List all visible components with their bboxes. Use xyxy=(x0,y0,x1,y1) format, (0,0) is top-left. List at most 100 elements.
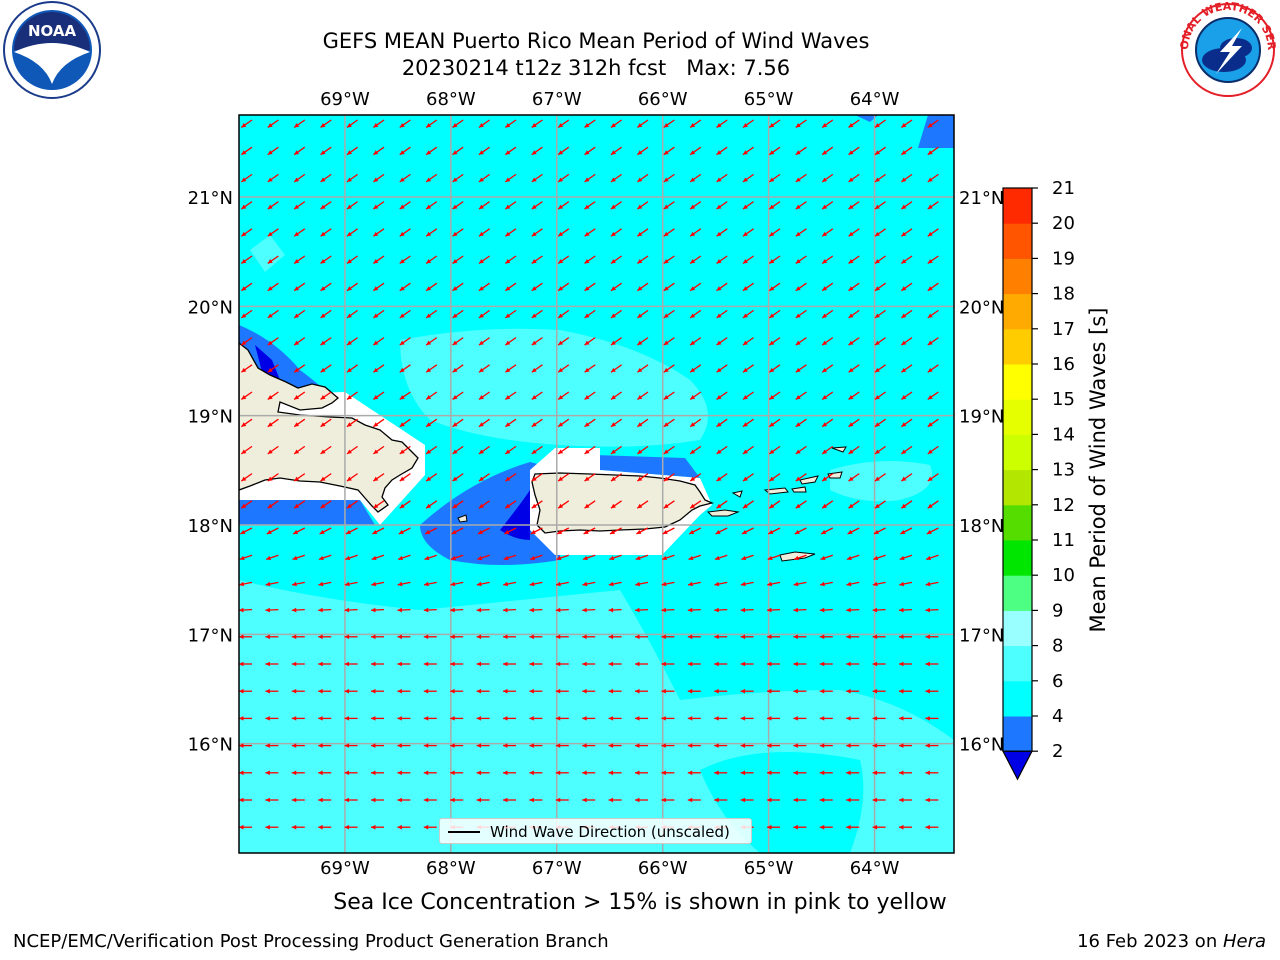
colorbar-tick-label: 20 xyxy=(1052,213,1075,234)
wind-arrow xyxy=(663,119,675,128)
wind-arrow xyxy=(452,500,464,509)
lat-label-right: 17°N xyxy=(959,625,1004,646)
wind-arrow xyxy=(557,500,570,509)
wind-arrow xyxy=(793,716,807,721)
contour-6-8-east xyxy=(830,461,932,502)
wind-arrow xyxy=(768,309,781,319)
wind-arrow xyxy=(898,607,913,613)
wind-arrow xyxy=(925,581,939,587)
wind-arrow xyxy=(452,146,464,156)
wind-arrow xyxy=(452,173,464,183)
wind-arrow xyxy=(636,119,649,128)
wind-arrow xyxy=(556,554,570,561)
wind-arrow xyxy=(900,418,913,428)
wind-arrow xyxy=(872,797,886,803)
wind-arrow xyxy=(874,282,886,292)
wind-arrow xyxy=(687,634,701,640)
wind-arrow xyxy=(634,607,649,613)
wind-arrow xyxy=(320,119,332,128)
wind-arrow xyxy=(450,770,464,776)
colorbar-tick-label: 8 xyxy=(1052,636,1063,657)
wind-arrow xyxy=(399,255,411,264)
wind-arrow xyxy=(610,445,622,455)
wind-arrow xyxy=(900,364,913,373)
wind-arrow xyxy=(795,500,807,509)
wind-arrow xyxy=(872,770,886,776)
wind-arrow xyxy=(267,255,279,264)
wind-arrow xyxy=(821,201,834,210)
wind-arrow xyxy=(452,364,464,373)
wind-arrow xyxy=(689,228,702,237)
wind-arrow xyxy=(582,554,596,561)
wind-arrow xyxy=(795,337,807,346)
wind-arrow xyxy=(661,716,675,721)
wind-arrow xyxy=(794,527,807,535)
wind-arrow xyxy=(320,445,332,455)
lat-label-right: 18°N xyxy=(959,516,1004,537)
wind-arrow xyxy=(320,228,332,237)
wind-arrow xyxy=(927,445,939,455)
wind-arrow xyxy=(478,445,490,455)
wind-arrow xyxy=(635,716,648,721)
wind-arrow xyxy=(267,309,279,319)
wind-arrow xyxy=(557,391,570,400)
wind-arrow xyxy=(503,797,516,803)
wind-arrow xyxy=(610,309,622,319)
wind-arrow xyxy=(320,309,332,319)
wind-arrow xyxy=(820,554,834,561)
lon-label-top: 69°W xyxy=(320,89,370,110)
wind-arrow xyxy=(874,201,886,210)
wind-arrow xyxy=(556,527,570,535)
wind-arrow xyxy=(927,255,939,264)
wind-arrow xyxy=(874,473,886,482)
wind-arrow xyxy=(240,527,253,535)
wind-arrow xyxy=(399,282,411,292)
wind-arrow xyxy=(740,716,754,721)
wind-arrow xyxy=(397,824,411,830)
map-legend: Wind Wave Direction (unscaled) xyxy=(439,818,752,844)
wind-arrow xyxy=(767,770,780,776)
wind-arrow xyxy=(371,797,384,803)
wind-arrow xyxy=(610,391,622,400)
wind-arrow xyxy=(925,743,939,748)
wind-arrow xyxy=(795,391,807,400)
wind-arrow xyxy=(265,743,279,748)
wind-arrow xyxy=(529,770,543,776)
lon-label-bottom: 68°W xyxy=(426,858,476,879)
wind-arrow xyxy=(872,716,886,721)
wind-arrow xyxy=(687,581,701,587)
wind-arrow xyxy=(423,743,437,748)
wind-arrow xyxy=(531,282,543,292)
wind-arrow xyxy=(635,797,648,803)
wind-arrow xyxy=(423,770,437,776)
colorbar-tick-label: 13 xyxy=(1052,460,1075,481)
wind-arrow xyxy=(819,581,833,587)
wind-arrow xyxy=(766,607,781,613)
wind-arrow xyxy=(293,445,306,455)
wind-arrow xyxy=(900,337,913,346)
wind-arrow xyxy=(716,473,728,482)
lon-label-bottom: 69°W xyxy=(320,858,370,879)
wind-arrow xyxy=(240,473,253,482)
wind-arrow xyxy=(927,391,939,400)
wind-arrow xyxy=(503,554,517,561)
wind-arrow xyxy=(610,228,622,237)
wind-arrow xyxy=(557,201,570,210)
wind-arrow xyxy=(425,500,438,509)
land-tortola xyxy=(799,475,819,485)
wind-arrow xyxy=(531,391,543,400)
wind-arrow xyxy=(531,445,543,455)
wind-arrow xyxy=(529,607,543,613)
wind-arrow xyxy=(899,716,912,721)
wind-arrow xyxy=(293,337,306,346)
colorbar-segment xyxy=(1003,399,1032,435)
wind-arrow xyxy=(372,473,385,482)
wind-arrow xyxy=(320,146,332,156)
wind-arrow xyxy=(584,500,596,509)
wind-arrow xyxy=(504,500,517,509)
wind-arrow xyxy=(239,797,252,803)
land-culebra xyxy=(731,490,743,498)
wind-arrow xyxy=(608,743,622,748)
wind-arrow xyxy=(610,119,622,128)
chart-subtitle: 20230214 t12z 312h fcst Max: 7.56 xyxy=(401,56,791,80)
